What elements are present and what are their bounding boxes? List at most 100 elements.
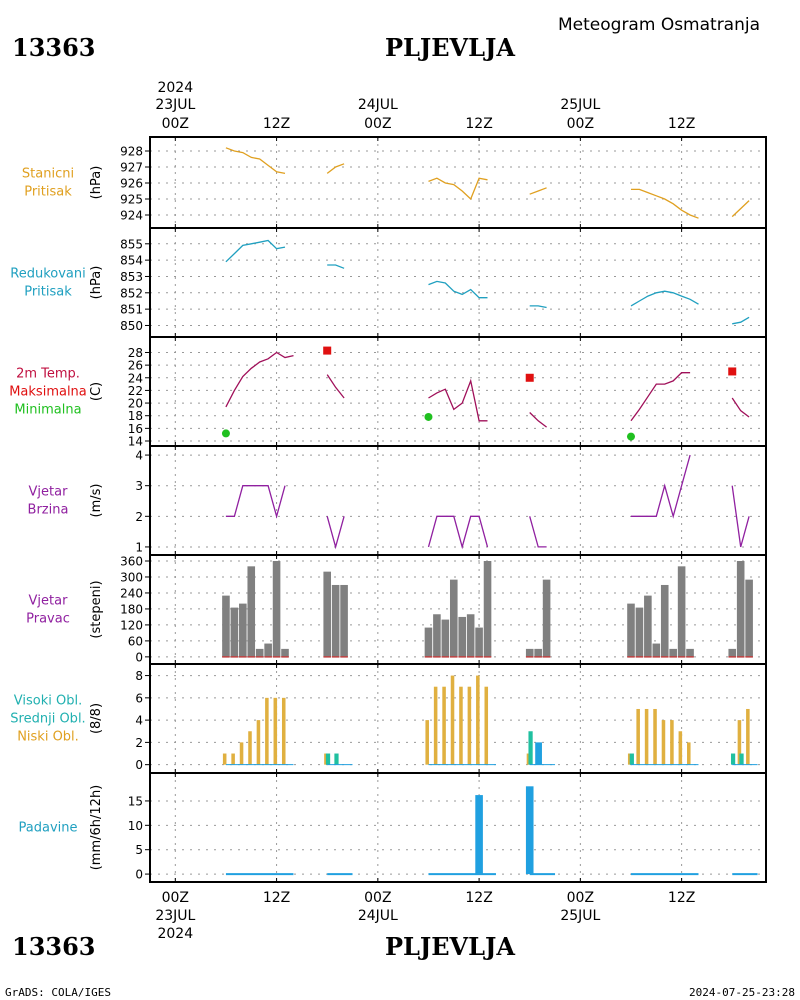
wind-direction-bar [466,614,475,657]
y-tick-label: 18 [128,409,143,423]
cloud-bar [678,731,683,765]
wind-direction-bar [340,584,348,657]
bottom-time-axis: 00Z 23JUL 12Z 00Z 24JUL 12Z 00Z 25JUL 12Z 2024 [155,890,695,942]
bottom-day-label: 25JUL [560,908,600,924]
wind-direction-bar [534,648,542,657]
cloud-bar [450,675,455,765]
y-tick-label: 16 [128,422,143,436]
panel-label: Vjetar [29,485,69,500]
series-line [326,374,345,399]
series-line [327,264,345,269]
wind-direction-bar [222,595,230,657]
cloud-bar [670,720,674,765]
cloud-bar [644,708,649,765]
cloud-bar [273,697,278,765]
y-tick-label: 0 [135,758,143,772]
wind-direction-bar [449,579,458,657]
cloud-bar [661,720,666,765]
wind-direction-bar [525,648,534,657]
panel-label: Visoki Obl. [14,694,82,709]
y-tick-label: 850 [120,319,143,333]
top-hour-label: 00Z [162,116,189,132]
wind-direction-bar [660,584,669,657]
series-line [529,516,547,548]
cloud-bar [442,686,446,765]
y-tick-label: 8 [135,669,143,683]
cloud-bar [231,753,235,765]
panel-frame [149,136,767,229]
top-year-label: 2024 [157,80,193,96]
bottom-hour-label: 12Z [668,890,695,906]
cloud-bar [484,686,489,765]
bottom-hour-label: 12Z [263,890,290,906]
y-axis-label: (C) [89,382,104,401]
wind-direction-bar [441,619,450,657]
panel-label: Pritisak [24,285,72,300]
top-hour-label: 00Z [567,116,594,132]
panel-label: Vjetar [29,594,69,609]
y-axis-label: (8/8) [89,703,104,734]
series-line [529,412,547,428]
bottom-year-label: 2024 [157,926,193,942]
panel-frame [149,227,767,338]
y-axis-label: (stepeni) [89,580,104,638]
wind-direction-bar [247,566,256,657]
meteogram-title: Meteogram Osmatranja [558,15,760,35]
cloud-bar [256,720,261,765]
max-temp-point [525,373,534,382]
y-tick-label: 360 [120,555,143,569]
y-tick-label: 1 [135,540,143,554]
wind-direction-bar [255,648,264,657]
wind-direction-bar [433,614,441,657]
y-tick-label: 60 [128,634,143,648]
y-tick-label: 300 [120,570,143,584]
panel-clouds: 0 2 4 6 8 (8/8) Visoki Obl. Srednji Obl. Niski O… [10,663,767,774]
top-day-label: 24JUL [358,97,398,113]
min-temp-point [626,432,635,441]
cloud-bar [476,675,480,765]
cloud-bar [629,753,634,765]
series-line [529,305,547,309]
bottom-hour-label: 12Z [465,890,492,906]
panel-label: Maksimalna [9,385,87,400]
cloud-bar [281,697,286,765]
cloud-bar [334,753,339,765]
top-hour-label: 12Z [263,116,290,132]
wind-direction-bar [542,579,551,657]
y-tick-label: 928 [120,145,143,159]
wind-direction-bar [686,648,694,657]
wind-direction-bar [272,561,281,657]
wind-direction-bar [458,616,467,657]
wind-direction-bar [483,561,492,657]
y-tick-label: 852 [120,286,143,300]
panel-label: Minimalna [14,403,81,418]
min-temp-point [221,429,230,438]
series-line [427,515,489,550]
y-tick-label: 851 [120,303,143,317]
y-tick-label: 4 [135,449,143,463]
y-axis-label: (hPa) [89,266,104,300]
cloud-bar [325,753,331,765]
series-line [428,177,488,201]
y-tick-label: 20 [128,397,143,411]
series-line [731,397,750,418]
y-tick-label: 855 [120,237,143,251]
panel-frame [149,445,767,556]
wind-direction-bar [424,627,433,657]
panel-label: Redukovani [10,267,85,282]
series-line [225,351,294,408]
cloud-bar [746,708,750,765]
panel-label: Stanicni [22,167,74,182]
panel-label: 2m Temp. [16,367,80,382]
cloud-bar [265,697,269,765]
series-line [631,188,699,219]
panel-frame [149,772,767,883]
station-name-top: PLJEVLJA [385,33,515,62]
cloud-bar [636,708,640,765]
y-tick-label: 15 [128,794,143,808]
series-line [630,372,691,422]
wind-direction-bar [475,627,483,657]
y-tick-label: 4 [135,714,143,728]
